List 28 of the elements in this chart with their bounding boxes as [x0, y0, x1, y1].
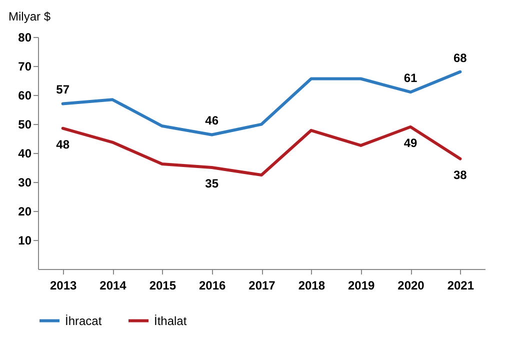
data-label: 48 — [56, 137, 70, 152]
x-tick-label: 2015 — [149, 278, 176, 292]
data-label: 49 — [404, 136, 418, 150]
data-label: 38 — [453, 168, 468, 182]
x-tick-label: 2014 — [100, 278, 127, 292]
data-label: 35 — [205, 176, 219, 190]
y-axis-title: Milyar $ — [8, 10, 51, 24]
x-tick-label: 2020 — [398, 278, 425, 292]
x-tick-label: 2016 — [198, 278, 226, 292]
y-tick-label: 60 — [18, 88, 32, 102]
y-tick-label: 10 — [18, 234, 32, 248]
data-label: 46 — [205, 114, 219, 128]
y-tick-label: 30 — [18, 176, 32, 190]
data-label: 61 — [404, 71, 418, 86]
y-tick-label: 70 — [18, 60, 32, 74]
x-tick-label: 2018 — [298, 278, 326, 292]
y-tick-label: 40 — [18, 146, 32, 160]
x-tick-label: 2013 — [50, 278, 78, 292]
y-tick-label: 20 — [18, 204, 32, 218]
data-label: 57 — [56, 82, 70, 97]
legend-label: İhracat — [65, 314, 102, 328]
y-tick-label: 80 — [18, 30, 32, 44]
x-tick-label: 2017 — [248, 278, 276, 292]
x-tick-label: 2019 — [348, 278, 376, 292]
data-label: 68 — [453, 50, 468, 65]
legend-label: İthalat — [154, 314, 188, 328]
y-tick-label: 50 — [18, 118, 32, 132]
x-tick-label: 2021 — [447, 278, 474, 292]
